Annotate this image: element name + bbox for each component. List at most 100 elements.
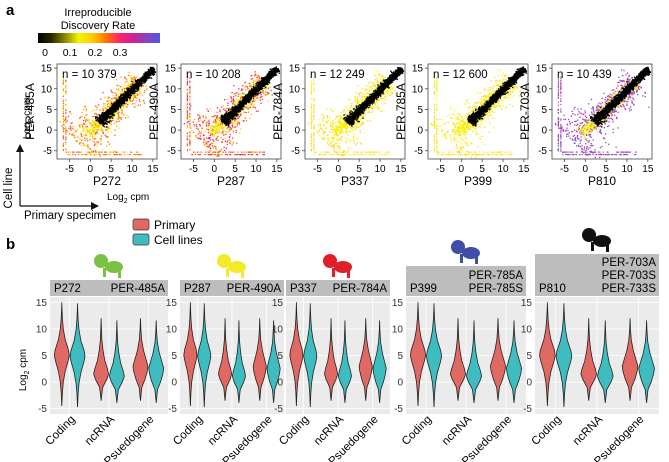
scatter-point xyxy=(235,105,238,107)
scatter-point xyxy=(240,106,242,108)
scatter-point xyxy=(232,131,235,133)
scatter-point xyxy=(108,102,110,104)
scatter-point xyxy=(189,125,191,128)
scatter-point xyxy=(116,154,118,156)
scatter-point xyxy=(218,132,220,134)
scatter-point xyxy=(253,95,255,97)
scatter-point xyxy=(224,114,226,117)
scatter-point xyxy=(231,91,233,94)
scatter-point xyxy=(119,96,122,98)
scatter-point xyxy=(72,134,74,136)
scatter-point xyxy=(267,92,269,94)
scatter-point xyxy=(220,136,222,139)
scatter-point xyxy=(99,124,102,126)
scatter-point xyxy=(197,137,199,139)
scatter-point xyxy=(130,85,133,88)
scatter-point xyxy=(234,106,237,108)
scatter-point xyxy=(127,85,129,87)
scatter-point xyxy=(256,80,258,83)
scatter-point xyxy=(230,114,233,117)
scatter-point xyxy=(223,125,225,127)
scatter-point xyxy=(132,91,135,94)
scatter-point xyxy=(240,109,242,112)
scatter-point xyxy=(104,119,106,122)
scatter-point xyxy=(107,102,109,105)
scatter-point xyxy=(247,111,250,113)
scatter-point xyxy=(105,136,108,138)
scatter-point xyxy=(239,102,241,105)
scatter-point xyxy=(241,98,243,100)
scatter-point xyxy=(146,76,149,78)
scatter-point xyxy=(233,112,236,115)
scatter-point xyxy=(109,116,112,119)
scatter-point xyxy=(122,94,124,97)
scatter-point xyxy=(123,96,125,98)
scatter-point xyxy=(111,106,113,109)
scatter-point xyxy=(254,99,257,102)
scatter-point xyxy=(261,81,263,84)
scatter-point xyxy=(89,148,92,150)
scatter-point xyxy=(251,154,254,156)
scatter-point xyxy=(214,129,216,131)
scatter-point xyxy=(228,139,231,141)
scatter-point xyxy=(150,74,152,76)
scatter-point xyxy=(210,125,213,127)
scatter-point xyxy=(138,79,141,81)
scatter-point xyxy=(103,119,105,121)
scatter-point xyxy=(224,119,226,122)
scatter-point xyxy=(256,97,258,100)
scatter-point xyxy=(123,76,126,78)
scatter-point xyxy=(104,119,106,121)
scatter-point xyxy=(65,81,67,84)
scatter-point xyxy=(259,93,262,95)
scatter-point xyxy=(150,72,152,74)
scatter-point xyxy=(271,76,273,78)
scatter-point xyxy=(105,129,107,131)
scatter-point xyxy=(139,82,141,84)
scatter-point xyxy=(224,133,227,135)
scatter-point xyxy=(117,103,120,106)
scatter-point xyxy=(277,106,279,108)
scatter-point xyxy=(262,85,264,87)
scatter-point xyxy=(141,77,143,80)
scatter-point xyxy=(111,108,113,110)
scatter-point xyxy=(77,137,79,139)
scatter-point xyxy=(115,79,117,81)
colorbar-tick-label: 0.1 xyxy=(63,47,78,59)
scatter-point xyxy=(59,121,62,123)
scatter-point xyxy=(131,90,134,93)
scatter-point xyxy=(198,115,201,117)
scatter-point xyxy=(90,129,92,131)
scatter-point xyxy=(261,87,263,89)
scatter-point xyxy=(256,154,258,156)
scatter-point xyxy=(243,120,245,122)
scatter-point xyxy=(186,103,188,105)
scatter-point xyxy=(147,76,150,78)
scatter-point xyxy=(119,154,121,156)
scatter-point xyxy=(103,118,106,120)
scatter-point xyxy=(244,92,247,94)
scatter-point xyxy=(250,98,252,101)
scatter-point xyxy=(228,116,231,119)
scatter-point xyxy=(93,115,95,117)
scatter-point xyxy=(225,154,228,156)
scatter-point xyxy=(128,100,130,103)
scatter-point xyxy=(228,136,231,139)
scatter-point xyxy=(207,124,209,126)
scatter-point xyxy=(250,74,253,77)
scatter-point xyxy=(268,71,270,74)
scatter-point xyxy=(81,135,84,138)
scatter-point xyxy=(215,126,217,128)
scatter-point xyxy=(218,149,220,152)
scatter-point xyxy=(78,141,81,144)
scatter-point xyxy=(211,132,213,134)
scatter-point xyxy=(133,78,136,80)
scatter-point xyxy=(89,153,91,155)
scatter-x-tick-label: 0 xyxy=(88,164,94,175)
scatter-point xyxy=(74,154,76,156)
scatter-point xyxy=(240,99,242,101)
scatter-point xyxy=(215,128,217,131)
scatter-point xyxy=(234,120,236,122)
scatter-point xyxy=(111,116,114,118)
